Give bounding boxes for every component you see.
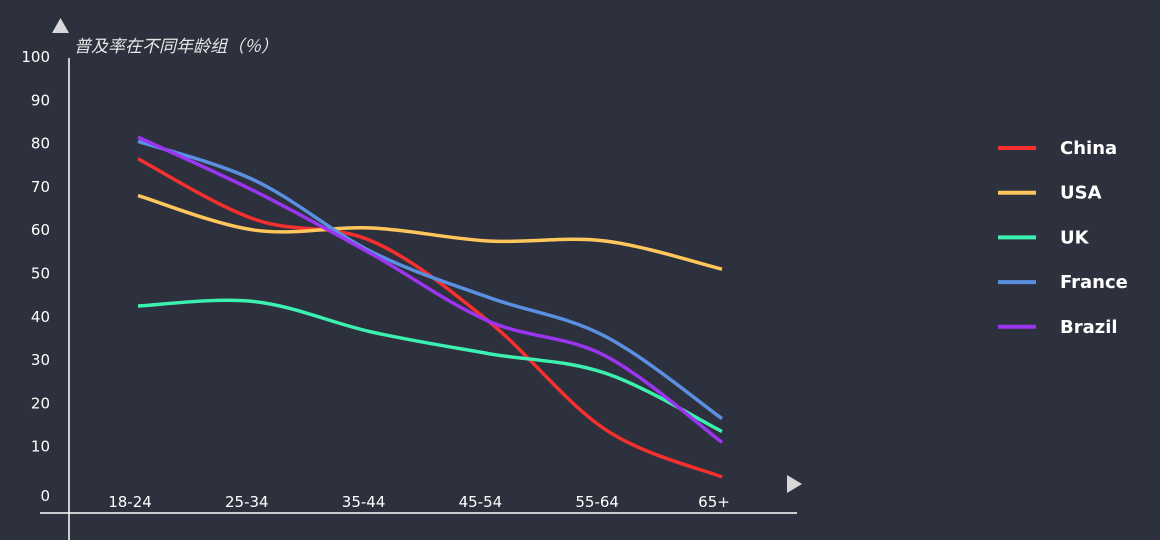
series-line-brazil (137, 135, 724, 444)
series-line-uk (137, 298, 723, 434)
x-ticks: 18-24 25-34 35-44 45-54 55-64 65+ (108, 493, 730, 511)
legend-label: Brazil (1060, 317, 1118, 338)
y-tick-label: 80 (31, 135, 50, 153)
y-tick-label: 0 (40, 487, 50, 505)
axes (40, 18, 802, 540)
series-line-france (137, 139, 724, 421)
legend-item-france[interactable]: France (998, 272, 1128, 293)
x-tick-label: 18-24 (108, 493, 152, 511)
x-tick-label: 35-44 (342, 493, 386, 511)
legend-item-brazil[interactable]: Brazil (998, 317, 1118, 338)
y-tick-label: 10 (31, 438, 50, 456)
series-line-china (137, 157, 723, 479)
legend-label: USA (1060, 183, 1102, 204)
y-tick-label: 40 (31, 308, 50, 326)
legend-label: China (1060, 138, 1117, 159)
x-tick-label: 65+ (698, 493, 730, 511)
legend-label: France (1060, 272, 1128, 293)
y-tick-label: 70 (31, 178, 50, 196)
y-axis-title: 普及率在不同年龄组（％） (74, 37, 278, 57)
y-tick-label: 90 (31, 91, 50, 109)
y-tick-label: 50 (31, 265, 50, 283)
y-ticks: 0 10 20 30 40 50 60 70 80 90 100 (21, 48, 50, 505)
x-tick-label: 25-34 (225, 493, 269, 511)
y-tick-label: 100 (21, 48, 50, 66)
legend-label: UK (1060, 227, 1090, 248)
x-axis-arrow (787, 475, 802, 493)
x-tick-label: 45-54 (459, 493, 503, 511)
legend-item-usa[interactable]: USA (998, 183, 1102, 204)
legend: China USA UK France Brazil (998, 138, 1128, 338)
series-line-usa (137, 193, 723, 271)
y-tick-label: 20 (31, 394, 50, 412)
y-tick-label: 60 (31, 221, 50, 239)
legend-item-uk[interactable]: UK (998, 227, 1090, 248)
series-lines (137, 135, 724, 479)
legend-item-china[interactable]: China (998, 138, 1117, 159)
y-tick-label: 30 (31, 351, 50, 369)
y-axis-arrow (52, 18, 69, 33)
x-tick-label: 55-64 (575, 493, 619, 511)
